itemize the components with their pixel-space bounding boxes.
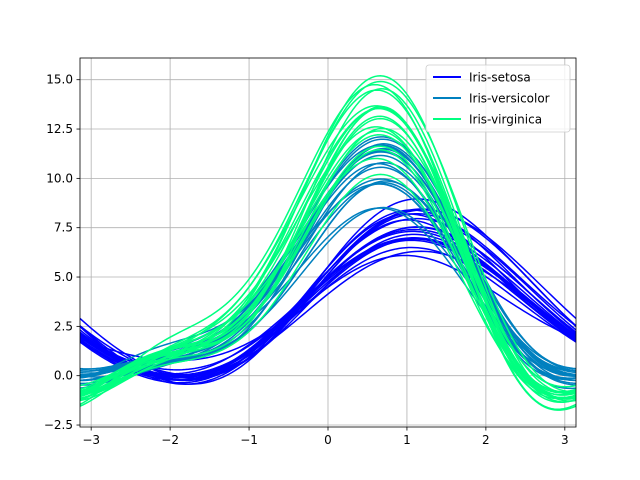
andrews-curve <box>80 250 576 379</box>
y-tick-label: 10.0 <box>46 171 73 185</box>
x-tick-label: 0 <box>324 433 332 447</box>
x-tick-label: 3 <box>561 433 569 447</box>
y-tick-label: 5.0 <box>54 270 73 284</box>
andrews-curve <box>80 75 576 402</box>
x-tick-label: 2 <box>482 433 490 447</box>
legend-label: Iris-setosa <box>469 71 531 85</box>
x-tick-label: −2 <box>161 433 179 447</box>
legend-label: Iris-versicolor <box>469 92 550 106</box>
andrews-curve <box>80 83 576 411</box>
y-tick-label: 7.5 <box>54 221 73 235</box>
y-tick-label: −2.5 <box>44 418 73 432</box>
y-tick-label: 0.0 <box>54 369 73 383</box>
series-iris-virginica <box>80 75 576 411</box>
andrews-curve <box>80 80 576 393</box>
legend-label: Iris-virginica <box>469 113 542 127</box>
andrews-curve <box>80 134 576 394</box>
axis-ticks: −3 −2 −1 0 1 2 3 −2.5 0.0 2.5 5.0 7.5 10.0 12.5 15.0 <box>44 73 569 447</box>
y-tick-label: 2.5 <box>54 319 73 333</box>
curves <box>80 75 576 411</box>
x-tick-label: 1 <box>403 433 411 447</box>
x-tick-label: −1 <box>240 433 258 447</box>
legend: Iris-setosa Iris-versicolor Iris-virginica <box>425 64 571 133</box>
andrews-curve <box>80 208 576 385</box>
y-tick-label: 12.5 <box>46 122 73 136</box>
andrews-curve <box>80 157 576 393</box>
andrews-curve <box>80 107 576 395</box>
andrews-curve <box>80 127 576 388</box>
series-iris-setosa <box>80 198 576 385</box>
andrews-curve <box>80 107 576 396</box>
legend-box <box>425 64 571 133</box>
y-tick-label: 15.0 <box>46 73 73 87</box>
andrews-curve <box>80 219 576 377</box>
x-tick-label: −3 <box>82 433 100 447</box>
